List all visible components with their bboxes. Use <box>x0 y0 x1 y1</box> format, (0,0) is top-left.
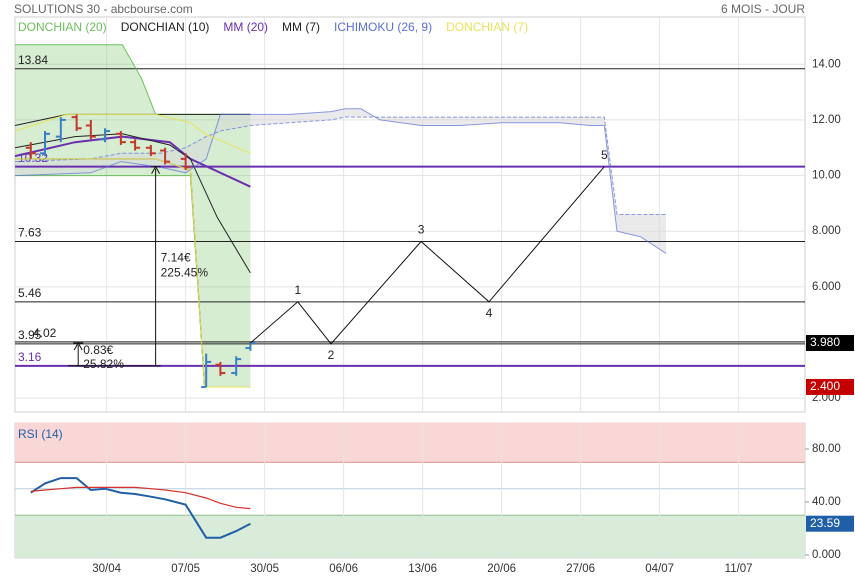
cloud-span-b <box>14 116 666 215</box>
x-tick-label: 27/06 <box>566 563 595 575</box>
measure-percent: 25.82% <box>83 357 124 371</box>
legend-entry: ICHIMOKU (26, 9) <box>334 20 432 34</box>
level-label: 3.16 <box>18 350 42 364</box>
y-tick-label: 14.00 <box>812 58 841 70</box>
rsi-line <box>30 486 251 510</box>
rsi-badge-label: 23.59 <box>810 516 840 530</box>
measure-amount: 7.14€ <box>161 250 191 264</box>
legend-entry: DONCHIAN (10) <box>121 20 210 34</box>
legend-entry: MM (7) <box>282 20 320 34</box>
y-tick-label: 6.000 <box>812 281 841 293</box>
rsi-oversold-zone <box>15 515 805 558</box>
y-tick-label: 2.000 <box>812 392 841 404</box>
rsi-tick-label: 40.00 <box>812 496 841 508</box>
x-tick-label: 30/04 <box>92 563 121 575</box>
rsi-overbought-zone <box>15 422 805 463</box>
level-label: 3.95 <box>18 328 42 342</box>
level-label: 5.46 <box>18 286 42 300</box>
band-upper <box>14 113 251 126</box>
legend-entry: DONCHIAN (7) <box>446 20 528 34</box>
legend-entry: DONCHIAN (20) <box>18 20 107 34</box>
x-tick-label: 13/06 <box>408 563 437 575</box>
band-upper <box>14 113 251 154</box>
cloud-span-a <box>14 108 667 254</box>
chart-title: SOLUTIONS 30 - abcbourse.com <box>14 2 193 16</box>
price-badge <box>806 335 854 352</box>
x-tick-label: 04/07 <box>645 563 674 575</box>
measure-percent: 225.45% <box>161 265 209 279</box>
rsi-tick-label: 0.000 <box>812 549 841 561</box>
y-tick-label: 12.00 <box>812 114 841 126</box>
x-tick-label: 20/06 <box>487 563 516 575</box>
wave-line <box>250 166 605 345</box>
price-badge <box>806 378 854 395</box>
wave-label: 2 <box>328 348 335 362</box>
rsi-badge <box>806 515 854 532</box>
y-tick-label: 8.000 <box>812 225 841 237</box>
wave-label: 5 <box>601 148 608 162</box>
x-tick-label: 30/05 <box>250 563 279 575</box>
cloud-fill <box>15 108 666 254</box>
x-tick-label: 07/05 <box>171 563 200 575</box>
legend-entry: MM (20) <box>223 20 268 34</box>
level-label: 7.63 <box>18 226 42 240</box>
x-tick-label: 11/07 <box>725 563 753 575</box>
x-tick-label: 06/06 <box>329 563 358 575</box>
measure-amount: 0.83€ <box>83 343 113 357</box>
period: 6 MOIS - JOUR <box>721 2 805 16</box>
rsi-title: RSI (14) <box>18 427 63 441</box>
band-lower <box>15 158 251 388</box>
wave-label: 4 <box>486 306 493 320</box>
wave-label: 3 <box>418 223 425 237</box>
y-tick-label: 10.00 <box>812 170 841 182</box>
rsi-tick-label: 80.00 <box>812 443 841 455</box>
level-label: 13.84 <box>18 53 48 67</box>
wave-label: 1 <box>294 283 301 297</box>
level-label: 4.02 <box>33 326 57 340</box>
price-panel <box>14 16 806 413</box>
price-badge-label: 3.980 <box>810 335 840 349</box>
moving-average <box>14 133 251 274</box>
rsi-line <box>30 477 251 539</box>
price-badge-label: 2.400 <box>810 379 840 393</box>
band-fill <box>15 44 251 388</box>
